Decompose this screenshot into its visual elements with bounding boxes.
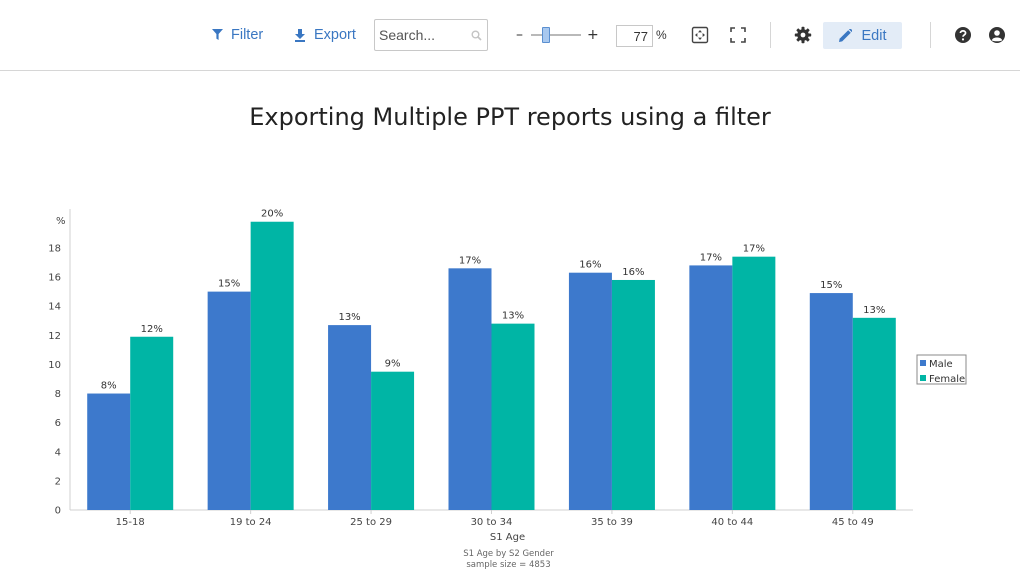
data-label: 8% — [101, 381, 117, 392]
bar-female — [852, 317, 896, 510]
sample-size-note: sample size = 4853 — [466, 560, 550, 570]
x-tick-label: 35 to 39 — [591, 517, 633, 528]
zoom-in-button[interactable]: + — [587, 27, 599, 43]
zoom-out-button[interactable]: – — [516, 27, 523, 43]
legend-label: Male — [929, 359, 953, 370]
zoom-slider-thumb[interactable] — [541, 27, 550, 43]
chart-area: Exporting Multiple PPT reports using a f… — [0, 72, 1020, 577]
search-input[interactable] — [379, 27, 471, 43]
filter-icon — [212, 29, 223, 40]
data-label: 15% — [218, 279, 240, 290]
user-avatar-icon — [989, 27, 1005, 43]
fullscreen-icon — [730, 27, 746, 43]
y-tick-label: 12 — [48, 331, 61, 342]
gear-icon — [794, 26, 812, 44]
search-icon[interactable] — [471, 30, 482, 41]
bar-male — [328, 325, 372, 510]
toolbar-divider — [770, 22, 771, 48]
chart-title: Exporting Multiple PPT reports using a f… — [249, 103, 771, 131]
x-tick-label: 40 to 44 — [711, 517, 753, 528]
toolbar: Filter Export – + 77 % — [0, 0, 1020, 71]
y-tick-label: 10 — [48, 360, 61, 371]
x-tick-label: 25 to 29 — [350, 517, 392, 528]
y-tick-label: 18 — [48, 243, 61, 254]
y-tick-label: 0 — [55, 506, 61, 517]
filter-label: Filter — [231, 27, 264, 43]
zoom-slider[interactable] — [531, 19, 581, 51]
toolbar-divider — [930, 22, 931, 48]
search-box — [374, 19, 488, 51]
help-icon — [955, 27, 971, 43]
fit-to-page-button[interactable] — [689, 19, 711, 51]
zoom-unit: % — [656, 28, 667, 42]
data-label: 12% — [141, 324, 163, 335]
export-label: Export — [314, 27, 356, 43]
data-label: 16% — [622, 267, 644, 278]
x-tick-label: 30 to 34 — [471, 517, 513, 528]
settings-button[interactable] — [792, 19, 814, 51]
bar-female — [371, 371, 415, 510]
y-axis-title: % — [56, 216, 66, 227]
data-label: 15% — [820, 280, 842, 291]
data-label: 13% — [863, 305, 885, 316]
edit-label: Edit — [861, 27, 887, 44]
zoom-level-input[interactable]: 77 — [616, 25, 653, 47]
y-tick-label: 6 — [55, 418, 61, 429]
bar-female — [732, 256, 776, 510]
chart-note: S1 Age by S2 Gender — [463, 549, 554, 559]
data-label: 13% — [338, 312, 360, 323]
bar-female — [611, 279, 655, 510]
x-tick-label: 45 to 49 — [832, 517, 874, 528]
y-tick-label: 14 — [48, 302, 61, 313]
x-axis-title: S1 Age — [490, 532, 525, 543]
fit-to-page-icon — [691, 26, 709, 44]
legend-swatch-male — [920, 360, 926, 366]
x-tick-label: 15-18 — [116, 517, 145, 528]
bar-male — [568, 272, 612, 510]
bar-female — [130, 336, 174, 510]
pencil-icon — [838, 29, 852, 42]
y-tick-label: 2 — [55, 476, 61, 487]
edit-button[interactable]: Edit — [823, 22, 902, 49]
download-icon — [295, 28, 305, 42]
data-label: 16% — [579, 260, 601, 271]
bar-male — [809, 293, 853, 510]
data-label: 17% — [700, 252, 722, 263]
y-tick-label: 8 — [55, 389, 61, 400]
data-label: 20% — [261, 209, 283, 220]
help-button[interactable] — [952, 19, 974, 51]
export-button[interactable]: Export — [294, 19, 356, 51]
fullscreen-button[interactable] — [727, 19, 749, 51]
bar-male — [207, 291, 251, 510]
bar-chart: 0 2 4 6 8 10 12 14 16 18% 8% 12% 15-18 15% 20% 19 to 24… — [48, 209, 967, 570]
x-tick-label: 19 to 24 — [230, 517, 272, 528]
bar-female — [250, 221, 294, 510]
bar-male — [689, 265, 733, 510]
data-label: 17% — [743, 244, 765, 255]
data-label: 17% — [459, 255, 481, 266]
bar-female — [491, 323, 535, 510]
legend-swatch-female — [920, 375, 926, 381]
data-label: 9% — [385, 359, 401, 370]
bar-male — [87, 393, 131, 510]
legend-label: Female — [929, 374, 965, 385]
data-label: 13% — [502, 311, 524, 322]
y-tick-label: 16 — [48, 273, 61, 284]
zoom-slider-track — [531, 34, 581, 36]
account-button[interactable] — [986, 19, 1008, 51]
y-tick-label: 4 — [55, 447, 61, 458]
bar-male — [448, 268, 492, 510]
filter-button[interactable]: Filter — [212, 19, 263, 51]
